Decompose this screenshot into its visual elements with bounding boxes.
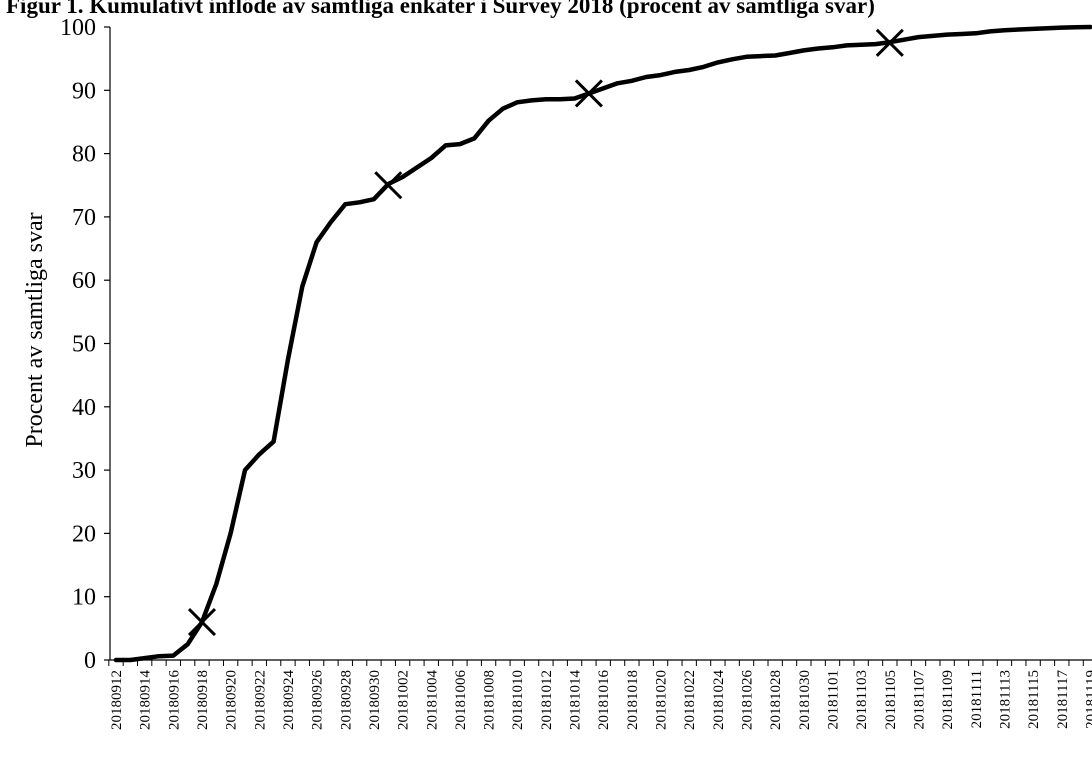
x-tick-label: 20180916 [166, 670, 182, 731]
x-tick-label: 20181020 [654, 670, 670, 730]
x-tick-label: 20181119 [1083, 670, 1092, 729]
x-tick-label: 20181006 [453, 670, 469, 731]
x-tick-label: 20181016 [596, 670, 612, 731]
y-axis-label: Procent av samtliga svar [22, 212, 48, 447]
x-tick-label: 20181113 [997, 670, 1013, 729]
x-tick-label: 20181028 [768, 670, 784, 730]
x-tick-label: 20180930 [367, 670, 383, 730]
x-tick-label: 20181030 [797, 670, 813, 730]
x-tick-label: 20180920 [224, 670, 240, 730]
x-marker-stroke [187, 607, 217, 637]
x-tick-label: 20181109 [940, 670, 956, 729]
x-tick-label: 20180914 [138, 670, 154, 731]
x-tick-label: 20181107 [911, 670, 927, 730]
y-tick-label: 30 [72, 458, 96, 484]
x-tick-label: 20180912 [109, 670, 125, 730]
x-tick-label: 20181024 [711, 670, 727, 731]
x-tick-label: 20181022 [682, 670, 698, 730]
x-tick-label: 20181010 [510, 670, 526, 730]
x-tick-label: 20181101 [826, 670, 842, 729]
data-point-x-marker [875, 28, 904, 57]
x-tick-label: 20180922 [252, 670, 268, 730]
y-tick-label: 40 [72, 395, 96, 421]
x-tick-label: 20181004 [424, 670, 440, 731]
x-tick-label: 20181026 [740, 670, 756, 731]
data-point-x-marker [574, 79, 603, 108]
y-tick-label: 80 [72, 142, 96, 168]
x-tick-label: 20181008 [482, 670, 498, 730]
x-marker-stroke [875, 28, 904, 57]
x-tick-label: 20181105 [883, 670, 899, 729]
y-tick-label: 20 [72, 521, 96, 547]
y-tick-label: 70 [72, 205, 96, 231]
data-point-x-marker [374, 171, 403, 200]
y-tick-label: 100 [60, 15, 96, 41]
x-tick-label: 20181115 [1026, 670, 1042, 729]
x-tick-label: 20181018 [625, 670, 641, 730]
x-tick-label: 20181103 [854, 670, 870, 729]
y-tick-label: 0 [84, 648, 96, 674]
x-marker-stroke [374, 171, 403, 200]
y-tick-label: 60 [72, 268, 96, 294]
x-tick-label: 20181014 [568, 670, 584, 731]
x-tick-label: 20180928 [338, 670, 354, 730]
series-line [113, 24, 1092, 663]
x-tick-label: 20180926 [310, 670, 326, 731]
x-marker-stroke [574, 79, 603, 108]
chart-title: Figur 1. Kumulativt inflöde av samtliga … [6, 0, 875, 18]
x-tick-label: 20180918 [195, 670, 211, 730]
y-tick-label: 10 [72, 585, 96, 611]
x-tick-label: 20181111 [969, 670, 985, 728]
x-tick-label: 20181012 [539, 670, 555, 730]
y-tick-label: 50 [72, 332, 96, 358]
x-tick-label: 20181117 [1055, 670, 1071, 729]
y-tick-label: 90 [72, 78, 96, 104]
x-tick-label: 20181002 [396, 670, 412, 730]
data-point-x-marker [187, 607, 217, 637]
x-tick-label: 20180924 [281, 670, 297, 731]
